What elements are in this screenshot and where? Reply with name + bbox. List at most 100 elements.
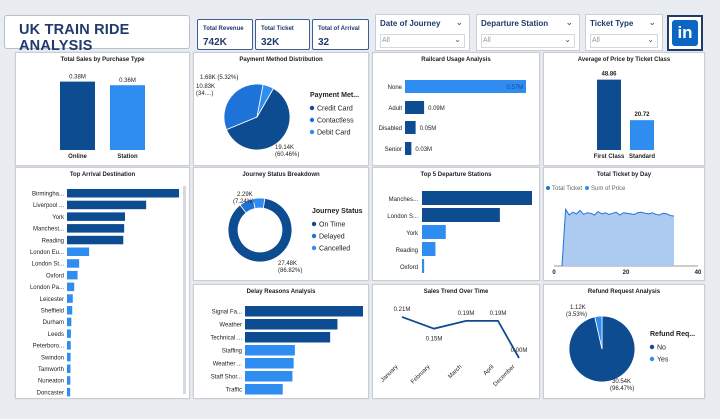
chart-title: Railcard Usage Analysis bbox=[421, 57, 491, 63]
chart-title: Journey Status Breakdown bbox=[242, 172, 320, 178]
kpi-total-ticket[interactable]: Total Ticket 32K bbox=[255, 19, 310, 50]
slicer-dropdown[interactable]: All ⌄ bbox=[590, 34, 658, 48]
legend-marker bbox=[311, 233, 317, 239]
tick-label: Oxford bbox=[400, 265, 418, 271]
bar bbox=[67, 306, 73, 315]
tick-label: Reading bbox=[42, 238, 64, 244]
bar bbox=[67, 294, 73, 303]
legend-label: On Time bbox=[319, 222, 346, 229]
data-label: 0.19M bbox=[458, 311, 475, 317]
tick-label: March bbox=[447, 364, 463, 380]
tick-label: Peterboro... bbox=[33, 344, 65, 350]
chart-top-departure: Manches... London S... York Reading Oxford bbox=[387, 191, 532, 273]
scrollbar[interactable] bbox=[183, 186, 186, 394]
kpi-label: Total Revenue bbox=[203, 26, 244, 32]
slicer-departure-station[interactable]: Departure Station ⌄ All ⌄ bbox=[476, 14, 580, 51]
data-label: 19.14K bbox=[275, 145, 294, 151]
data-label: 0.05M bbox=[420, 126, 437, 132]
series-line bbox=[561, 207, 675, 267]
bar bbox=[67, 282, 75, 292]
data-label: 27.48K bbox=[278, 261, 297, 267]
data-label: 0.21M bbox=[394, 307, 411, 313]
bar bbox=[67, 317, 72, 327]
tick-label: Traffic bbox=[226, 388, 242, 394]
chart-title: Payment Method Distribution bbox=[239, 57, 323, 63]
data-label: 0.38M bbox=[69, 75, 86, 81]
slicer-date-of-journey[interactable]: Date of Journey ⌄ All ⌄ bbox=[375, 14, 470, 51]
data-label: 0.36M bbox=[119, 78, 136, 84]
panel-delay-reasons: Delay Reasons Analysis Signal Fa... Weath… bbox=[193, 284, 369, 399]
tick-label: Weather ... bbox=[213, 362, 243, 368]
chart-payment-method: 19.14K(60.46%) 10.83K(34....) 1.68K (5.32%… bbox=[196, 75, 359, 158]
legend-label: Debit Card bbox=[317, 130, 351, 137]
bar bbox=[67, 387, 71, 397]
legend-marker bbox=[649, 356, 655, 362]
chevron-down-icon[interactable]: ⌄ bbox=[648, 17, 656, 27]
kpi-total-arrival[interactable]: Total of Arrival 32 bbox=[312, 19, 369, 50]
data-label: (86.82%) bbox=[278, 268, 302, 274]
slicer-dropdown[interactable]: All ⌄ bbox=[380, 34, 465, 48]
linkedin-icon: in bbox=[672, 20, 698, 46]
tick-label: Leeds bbox=[48, 332, 64, 338]
data-label: (34....) bbox=[196, 91, 213, 97]
tick-label: Oxford bbox=[46, 273, 64, 279]
tick-label: Doncaster bbox=[37, 390, 64, 396]
slicer-ticket-type[interactable]: Ticket Type ⌄ All ⌄ bbox=[585, 14, 663, 51]
chevron-down-icon: ⌄ bbox=[564, 35, 571, 44]
bar bbox=[245, 319, 338, 330]
slicer-label: Ticket Type bbox=[590, 19, 634, 28]
chevron-down-icon: ⌄ bbox=[647, 35, 654, 44]
data-label: 0.19M bbox=[490, 311, 507, 317]
linkedin-link[interactable]: in bbox=[667, 15, 703, 51]
legend-title: Journey Status bbox=[312, 208, 363, 215]
bar bbox=[405, 142, 412, 155]
chart-title: Total Sales by Purchase Type bbox=[60, 57, 145, 63]
chart-top-arrival: Birmingha... Liverpool ... York Manchest...… bbox=[30, 189, 179, 397]
bar bbox=[245, 384, 283, 395]
area-fill bbox=[562, 209, 674, 266]
kpi-value: 32 bbox=[318, 37, 330, 48]
tick-label: Weather bbox=[219, 323, 242, 329]
bar bbox=[67, 376, 71, 385]
bar bbox=[60, 81, 95, 150]
chart-title: Average of Price by Ticket Class bbox=[577, 57, 671, 63]
tick-label: Swindon bbox=[41, 355, 64, 361]
bar bbox=[67, 329, 71, 338]
tick-label: Staff Shor... bbox=[211, 375, 243, 381]
data-label: 20.72 bbox=[634, 112, 650, 118]
series-line bbox=[401, 316, 520, 359]
bar bbox=[630, 120, 654, 150]
legend-label: Credit Card bbox=[317, 106, 353, 113]
legend-marker bbox=[585, 186, 589, 190]
data-label: (3.53%) bbox=[566, 312, 587, 318]
legend-label: Delayed bbox=[319, 234, 345, 241]
legend-marker bbox=[311, 245, 317, 251]
bar bbox=[422, 242, 436, 256]
panel-railcard-usage: Railcard Usage Analysis None 0.57M Adult 0.… bbox=[372, 52, 540, 166]
bar bbox=[67, 224, 125, 233]
legend-marker bbox=[546, 186, 550, 190]
chevron-down-icon[interactable]: ⌄ bbox=[455, 17, 463, 27]
chart-title: Top Arrival Destination bbox=[69, 172, 136, 178]
bar bbox=[245, 332, 331, 343]
bar bbox=[67, 352, 71, 362]
panel-top-departure: Top 5 Departure Stations Manches... Londo… bbox=[372, 167, 540, 281]
data-label: 0.00M bbox=[511, 348, 528, 354]
tick-label: Technical ... bbox=[210, 336, 242, 342]
tick-label: Birmingha... bbox=[32, 192, 64, 198]
slicer-dropdown[interactable]: All ⌄ bbox=[481, 34, 575, 48]
chart-title: Sales Trend Over Time bbox=[423, 289, 489, 295]
chevron-down-icon[interactable]: ⌄ bbox=[565, 17, 573, 27]
kpi-label: Total Ticket bbox=[261, 26, 294, 32]
legend-marker bbox=[649, 344, 655, 350]
chart-railcard-usage: None 0.57M Adult 0.09M Disabled 0.05M Senior 0.… bbox=[379, 80, 526, 155]
slicer-value: All bbox=[592, 37, 600, 44]
kpi-total-revenue[interactable]: Total Revenue 742K bbox=[197, 19, 253, 50]
tick-label: London Pa... bbox=[30, 285, 64, 291]
chart-sales-trend: 0.21M 0.15M 0.19M 0.19M 0.00M January February… bbox=[380, 307, 528, 388]
slicer-value: All bbox=[382, 37, 390, 44]
bar bbox=[67, 247, 90, 256]
legend-label: Sum of Price bbox=[591, 186, 626, 192]
legend-label: Cancelled bbox=[319, 246, 350, 253]
bar bbox=[67, 189, 179, 198]
